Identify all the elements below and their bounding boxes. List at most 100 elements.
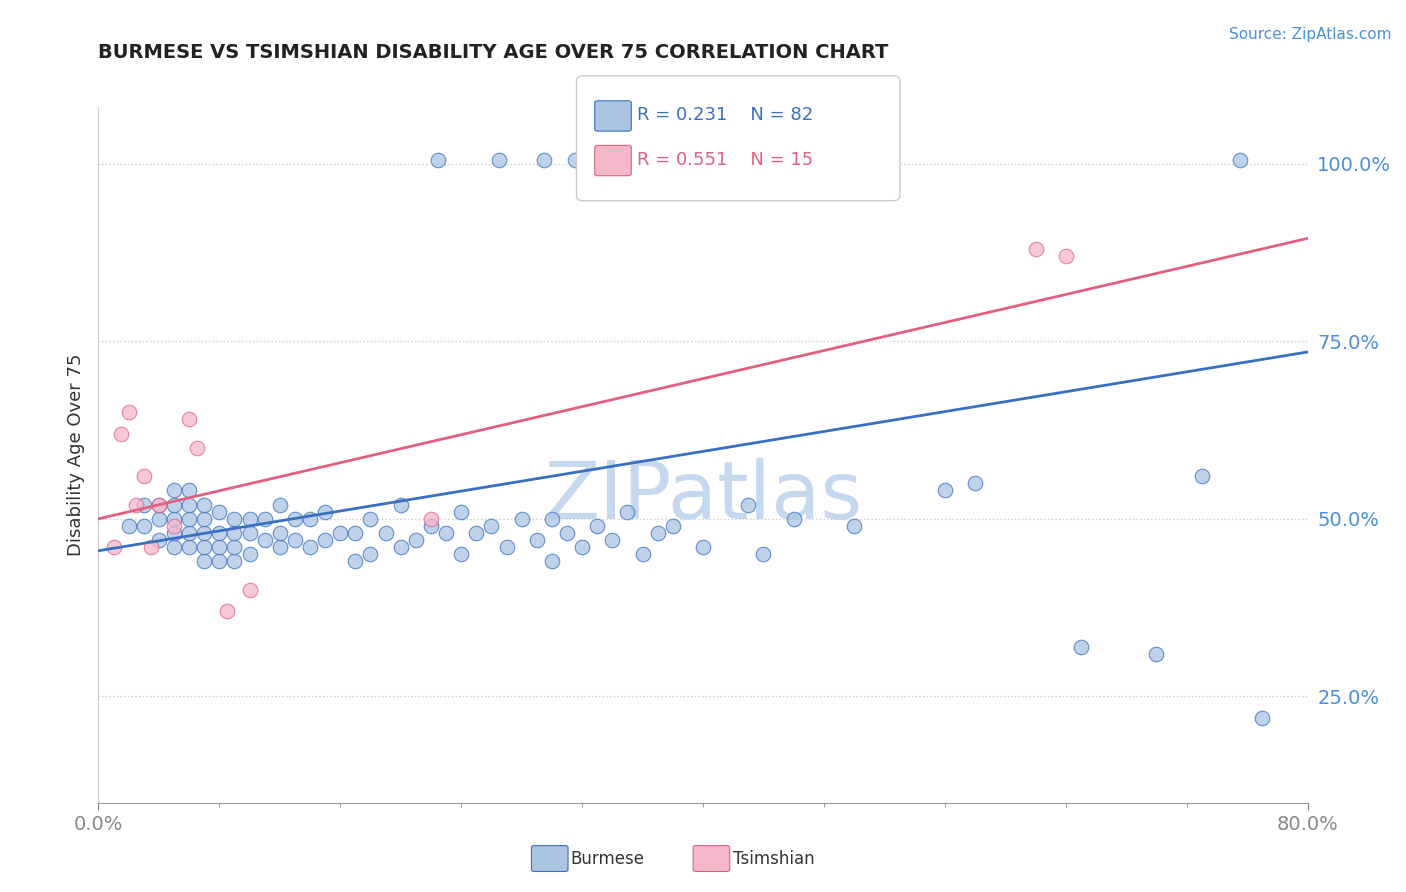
Point — [344, 554, 367, 568]
Point — [564, 153, 586, 168]
Point — [609, 153, 631, 168]
Point — [602, 533, 624, 548]
Point — [427, 153, 450, 168]
Point — [177, 540, 201, 554]
Point — [844, 519, 866, 533]
Point — [654, 153, 676, 168]
Point — [284, 512, 307, 526]
Text: Source: ZipAtlas.com: Source: ZipAtlas.com — [1229, 27, 1392, 42]
Point — [177, 412, 201, 426]
Point — [329, 526, 352, 541]
Point — [193, 498, 215, 512]
Point — [450, 505, 472, 519]
Point — [239, 582, 262, 597]
Point — [586, 519, 609, 533]
Point — [239, 547, 262, 561]
Point — [163, 483, 186, 498]
Point — [782, 512, 804, 526]
Point — [360, 512, 382, 526]
Y-axis label: Disability Age Over 75: Disability Age Over 75 — [66, 353, 84, 557]
Point — [239, 512, 262, 526]
Point — [177, 498, 201, 512]
Text: ZIPatlas: ZIPatlas — [544, 458, 862, 536]
Point — [934, 483, 956, 498]
Point — [132, 519, 155, 533]
Point — [224, 526, 246, 541]
Text: R = 0.551    N = 15: R = 0.551 N = 15 — [637, 151, 813, 169]
Point — [405, 533, 427, 548]
Point — [1191, 469, 1213, 483]
Point — [177, 483, 201, 498]
Point — [215, 604, 238, 618]
Point — [481, 519, 503, 533]
Point — [208, 526, 231, 541]
Point — [132, 498, 155, 512]
Point — [193, 540, 215, 554]
Point — [125, 498, 148, 512]
Point — [314, 505, 336, 519]
Point — [103, 540, 125, 554]
Point — [284, 533, 307, 548]
Point — [344, 526, 367, 541]
Point — [555, 526, 578, 541]
Point — [299, 540, 322, 554]
Point — [239, 526, 262, 541]
Point — [224, 512, 246, 526]
Point — [389, 498, 412, 512]
Point — [419, 512, 441, 526]
Point — [419, 519, 441, 533]
Point — [510, 512, 533, 526]
Point — [1144, 647, 1167, 661]
Point — [148, 512, 170, 526]
Point — [465, 526, 488, 541]
Point — [118, 519, 141, 533]
Point — [299, 512, 322, 526]
Point — [752, 547, 775, 561]
Point — [661, 519, 683, 533]
Point — [224, 554, 246, 568]
Point — [163, 519, 186, 533]
Text: Tsimshian: Tsimshian — [733, 850, 814, 868]
Point — [434, 526, 457, 541]
Point — [193, 526, 215, 541]
Point — [1229, 153, 1251, 168]
Point — [1024, 242, 1046, 256]
Point — [148, 498, 170, 512]
Point — [488, 153, 510, 168]
Text: Burmese: Burmese — [571, 850, 645, 868]
Point — [186, 441, 208, 455]
Point — [616, 505, 638, 519]
Point — [148, 498, 170, 512]
Point — [163, 498, 186, 512]
Point — [193, 512, 215, 526]
Point — [141, 540, 163, 554]
Point — [526, 533, 548, 548]
Point — [269, 498, 291, 512]
Point — [269, 540, 291, 554]
Point — [450, 547, 472, 561]
Text: R = 0.231    N = 82: R = 0.231 N = 82 — [637, 106, 813, 124]
Point — [571, 540, 593, 554]
Point — [253, 512, 276, 526]
Point — [495, 540, 517, 554]
Point — [389, 540, 412, 554]
Point — [177, 512, 201, 526]
Point — [374, 526, 396, 541]
Point — [163, 512, 186, 526]
Point — [692, 540, 714, 554]
Point — [253, 533, 276, 548]
Point — [540, 554, 562, 568]
Point — [148, 533, 170, 548]
Point — [360, 547, 382, 561]
Point — [737, 498, 759, 512]
Point — [540, 512, 562, 526]
Point — [1251, 710, 1274, 724]
Point — [163, 526, 186, 541]
Point — [193, 554, 215, 568]
Point — [1054, 249, 1077, 263]
Point — [314, 533, 336, 548]
Point — [163, 540, 186, 554]
Point — [132, 469, 155, 483]
Point — [533, 153, 555, 168]
Point — [965, 476, 987, 491]
